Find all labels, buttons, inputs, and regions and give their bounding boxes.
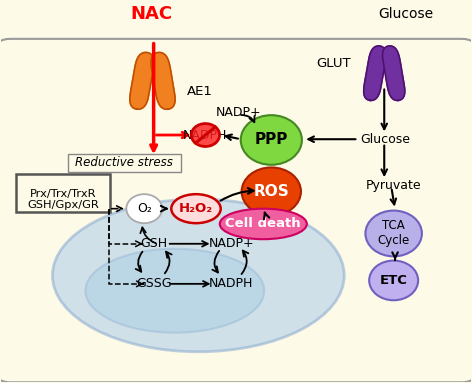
Circle shape: [365, 211, 422, 256]
Text: O₂: O₂: [137, 202, 152, 215]
Ellipse shape: [52, 199, 344, 352]
Text: Cell death: Cell death: [226, 218, 301, 231]
FancyBboxPatch shape: [0, 39, 472, 382]
Text: NADPH: NADPH: [183, 129, 228, 142]
Circle shape: [241, 115, 302, 165]
Text: ROS: ROS: [253, 184, 289, 199]
FancyBboxPatch shape: [67, 154, 181, 172]
Ellipse shape: [171, 194, 221, 223]
Circle shape: [191, 124, 219, 146]
Text: Prx/Trx/TrxR: Prx/Trx/TrxR: [30, 189, 97, 199]
Polygon shape: [151, 52, 175, 109]
Text: NADPH: NADPH: [209, 277, 253, 290]
Circle shape: [369, 260, 418, 300]
Circle shape: [242, 167, 301, 216]
Text: NAC: NAC: [130, 5, 172, 23]
Text: H₂O₂: H₂O₂: [179, 202, 213, 215]
Text: NADP+: NADP+: [209, 237, 254, 250]
Text: GSH/Gpx/GR: GSH/Gpx/GR: [27, 200, 99, 210]
Text: TCA
Cycle: TCA Cycle: [378, 219, 410, 247]
Circle shape: [126, 194, 162, 223]
Polygon shape: [364, 46, 386, 100]
Text: PPP: PPP: [254, 133, 288, 147]
Text: Pyruvate: Pyruvate: [365, 179, 421, 192]
Ellipse shape: [85, 249, 264, 333]
Polygon shape: [382, 46, 405, 100]
Text: GLUT: GLUT: [317, 57, 351, 70]
FancyBboxPatch shape: [16, 174, 110, 212]
Text: Glucose: Glucose: [361, 133, 411, 146]
Text: AE1: AE1: [186, 85, 212, 98]
Text: NADP+: NADP+: [216, 106, 261, 119]
Polygon shape: [130, 52, 154, 109]
Text: Reductive stress: Reductive stress: [75, 156, 173, 169]
Ellipse shape: [220, 209, 307, 239]
Text: ETC: ETC: [379, 274, 408, 287]
Text: GSSG: GSSG: [136, 277, 171, 290]
Text: GSH: GSH: [140, 237, 167, 250]
Text: Glucose: Glucose: [378, 7, 433, 21]
